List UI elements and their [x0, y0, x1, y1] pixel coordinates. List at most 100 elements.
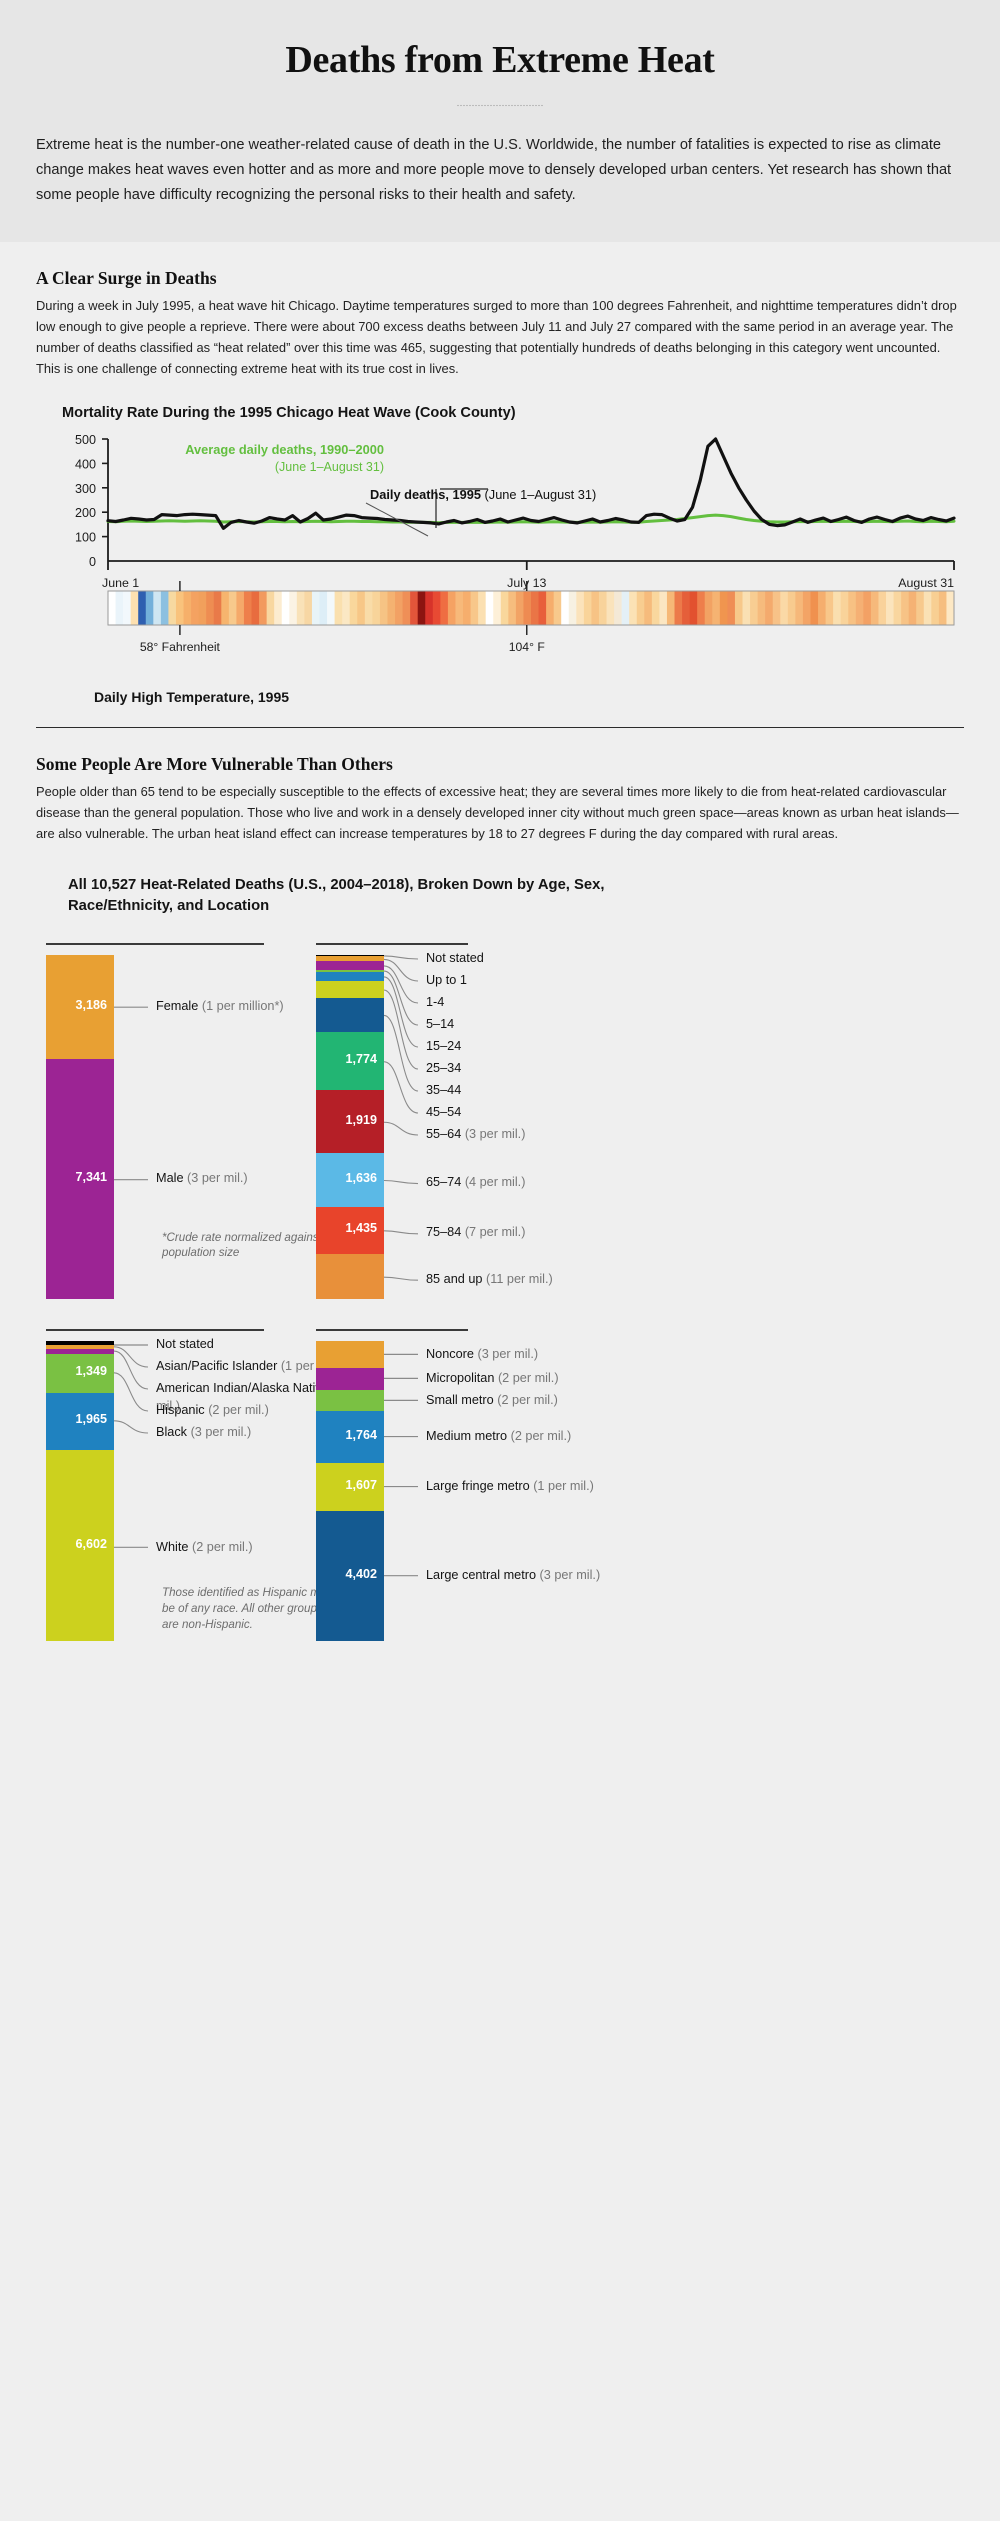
panel-sex: 3,186 7,341 Female (1 per million*) Male (3… [36, 939, 322, 1300]
bar-segment[interactable] [316, 1253, 384, 1300]
segment-label: Male (3 per mil.) [156, 1170, 248, 1187]
panel-race-ethnicity: 1,349 1,965 6,602 Not stated Asian/Pacific I… [36, 1325, 365, 1642]
svg-text:500: 500 [75, 433, 96, 447]
bar-segment[interactable] [46, 1341, 114, 1346]
segment-label: Micropolitan (2 per mil.) [426, 1370, 559, 1387]
line-chart-title: Mortality Rate During the 1995 Chicago H… [62, 405, 516, 422]
segment-label-name: 1-4 [426, 994, 445, 1009]
segment-label-rate: (3 per mil.) [187, 1171, 248, 1186]
bar-and-labels: 1,774 1,919 1,636 1,435 Not stated Up to 1 1-4… [306, 951, 964, 1300]
segment-label-name: Female [156, 998, 199, 1013]
infographic-page: Deaths from Extreme Heat Extreme heat is… [0, 39, 1000, 1642]
hero-lede: Extreme heat is the number-one weather-r… [36, 137, 952, 204]
segment-value: 1,965 [75, 1412, 107, 1427]
segment-label: 45–54 [426, 1104, 461, 1121]
segment-label-name: Not stated [426, 950, 484, 965]
temperature-markers: 58° Fahrenheit 104° F [140, 581, 545, 654]
bar-segment[interactable] [316, 1389, 384, 1411]
segment-label: Not stated [426, 950, 484, 967]
bar-segment[interactable]: 7,341 [46, 1058, 114, 1300]
bar-and-labels: 1,349 1,965 6,602 Not stated Asian/Pacific I… [36, 1337, 365, 1642]
segment-label: Medium metro (2 per mil.) [426, 1428, 571, 1445]
bar-segment[interactable] [316, 956, 384, 962]
bar-segment[interactable]: 1,764 [316, 1410, 384, 1464]
bar-segment[interactable]: 6,602 [46, 1449, 114, 1642]
bar-segment[interactable] [316, 981, 384, 998]
segment-label-rate: (2 per mil.) [510, 1429, 572, 1444]
bar-segment[interactable]: 1,965 [46, 1392, 114, 1450]
segment-label-name: 15–24 [426, 1038, 462, 1053]
segment-label-rate: (3 per mil.) [464, 1126, 526, 1141]
legend-daily-deaths: Daily deaths, 1995 (June 1–August 31) [370, 487, 596, 502]
bar-and-labels: 3,186 7,341 Female (1 per million*) Male (3… [36, 954, 322, 1300]
series-daily-deaths-1995 [106, 437, 956, 531]
axis-lines [107, 439, 955, 571]
bar-segment[interactable] [316, 969, 384, 972]
bar-segment[interactable] [316, 961, 384, 970]
segment-label: Black (3 per mil.) [156, 1424, 366, 1441]
bar-segment[interactable]: 1,607 [316, 1463, 384, 1511]
segment-label-rate: (4 per mil.) [464, 1175, 526, 1190]
segment-label-name: Not stated [156, 1337, 214, 1352]
segment-label: 55–64 (3 per mil.) [426, 1126, 525, 1143]
segment-label-name: Small metro [426, 1392, 494, 1407]
segment-label: 1-4 [426, 994, 444, 1011]
bar-segment[interactable]: 1,774 [316, 1032, 384, 1091]
panel-rule [316, 1329, 468, 1332]
svg-text:300: 300 [75, 482, 96, 496]
bar-segment[interactable] [46, 1345, 114, 1350]
bar-segment[interactable]: 3,186 [46, 954, 114, 1059]
panel-row-race-urban: 1,349 1,965 6,602 Not stated Asian/Pacific I… [0, 1325, 1000, 1642]
line-chart: 0 100 200 300 400 500 June 1 July 13 August 31 … [36, 431, 964, 681]
segment-label: Large fringe metro (1 per mil.) [426, 1478, 594, 1495]
segment-label-name: Asian/Pacific Islander [156, 1359, 278, 1374]
svg-text:104° F: 104° F [509, 640, 545, 654]
segment-label-rate: (7 per mil.) [464, 1225, 526, 1240]
segment-label-name: 45–54 [426, 1104, 462, 1119]
bar-segment[interactable] [316, 971, 384, 982]
leader-line-black [435, 488, 488, 529]
bar-segment[interactable]: 1,349 [46, 1353, 114, 1393]
segment-label: Female (1 per million*) [156, 998, 284, 1015]
segment-label-rate: (3 per mil.) [190, 1425, 252, 1440]
bar-segment[interactable] [316, 1341, 384, 1369]
segment-value: 1,607 [345, 1478, 377, 1493]
bar-segment[interactable] [316, 954, 384, 957]
segment-label-name: Medium metro [426, 1429, 508, 1444]
leader-line-green [365, 502, 429, 537]
segment-label-name: Noncore [426, 1346, 474, 1361]
svg-text:58° Fahrenheit: 58° Fahrenheit [140, 640, 221, 654]
segment-label-name: 65–74 [426, 1175, 462, 1190]
section1-heading: A Clear Surge in Deaths [36, 268, 217, 289]
page-title: Deaths from Extreme Heat [285, 39, 715, 81]
segment-value: 1,919 [345, 1112, 377, 1127]
segment-value: 1,349 [75, 1364, 107, 1379]
svg-text:200: 200 [75, 507, 96, 521]
bar-segment[interactable]: 1,919 [316, 1090, 384, 1154]
stacked-bar: 1,349 1,965 6,602 [46, 1341, 114, 1642]
legend-daily-deaths-sub: (June 1–August 31) [484, 487, 597, 503]
segment-label-name: Micropolitan [426, 1370, 495, 1385]
panel-level-of-urbanization: 1,764 1,607 4,402 Noncore (3 per mil.) Micro… [306, 1325, 964, 1642]
segment-label-name: Large fringe metro [426, 1479, 530, 1494]
segment-label-rate: (2 per mil.) [208, 1403, 269, 1418]
segment-label-name: 55–64 [426, 1126, 462, 1141]
segment-label-name: American Indian/Alaska Native [156, 1381, 329, 1396]
section-clear-surge: A Clear Surge in Deaths During a week in… [0, 268, 1000, 705]
bar-segment[interactable] [46, 1349, 114, 1354]
bar-segment[interactable]: 4,402 [316, 1510, 384, 1642]
segment-label: 15–24 [426, 1038, 461, 1055]
svg-text:June 1: June 1 [102, 576, 139, 590]
section1-body: During a week in July 1995, a heat wave … [36, 298, 957, 377]
segment-label-rate: (2 per mil.) [497, 1370, 559, 1385]
segment-label-name: 75–84 [426, 1225, 462, 1240]
segment-value: 1,764 [345, 1428, 377, 1443]
y-axis-ticks: 0 100 200 300 400 500 [75, 433, 108, 569]
bar-segment[interactable] [316, 1368, 384, 1390]
bar-segment[interactable]: 1,636 [316, 1153, 384, 1207]
panel-footnote: Those identified as Hispanic may be of a… [162, 1586, 333, 1632]
section2-body: People older than 65 tend to be especial… [36, 784, 959, 842]
bar-segment[interactable]: 1,435 [316, 1206, 384, 1254]
segment-value: 6,602 [75, 1536, 107, 1551]
bar-segment[interactable] [316, 997, 384, 1033]
